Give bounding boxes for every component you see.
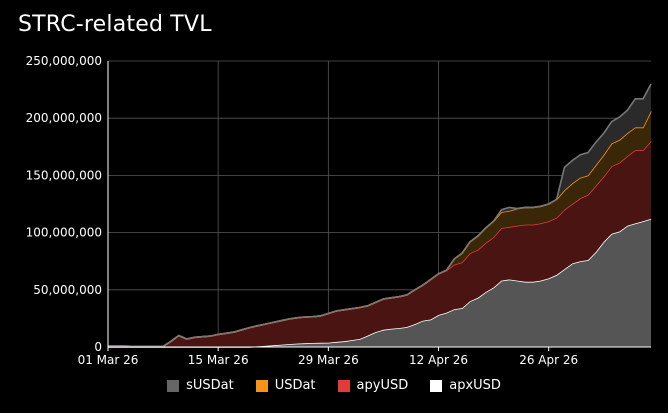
y-tick-label: 200,000,000 [26, 111, 102, 125]
legend-swatch [337, 379, 350, 392]
legend-item-sUSDat[interactable]: sUSDat [167, 378, 234, 393]
axes: 0 50,000,000 100,000,000 150,000,000 200,000… [26, 54, 651, 367]
x-tick-label: 26 Apr 26 [519, 353, 578, 367]
legend-item-apxUSD[interactable]: apxUSD [430, 378, 501, 393]
x-tick-label: 01 Mar 26 [78, 353, 139, 367]
x-tick-label: 15 Mar 26 [188, 353, 249, 367]
legend-item-apyUSD[interactable]: apyUSD [337, 378, 409, 393]
line-sUSDat [108, 83, 652, 348]
legend-swatch [255, 379, 268, 392]
y-tick-label: 50,000,000 [33, 283, 102, 297]
legend-swatch [167, 379, 180, 392]
area-apxUSD [108, 218, 651, 347]
y-tick-label: 0 [94, 340, 102, 354]
y-tick-label: 100,000,000 [26, 226, 102, 240]
chart-title: STRC-related TVL [18, 12, 212, 37]
legend-label: USDat [274, 378, 316, 393]
y-tick-label: 250,000,000 [26, 54, 102, 68]
legend-label: sUSDat [186, 378, 234, 393]
legend-swatch [430, 379, 443, 392]
legend: sUSDat USDat apyUSD apxUSD [0, 378, 668, 393]
legend-label: apyUSD [356, 378, 409, 393]
legend-item-USDat[interactable]: USDat [255, 378, 316, 393]
x-tick-label: 29 Mar 26 [298, 353, 359, 367]
x-tick-label: 12 Apr 26 [409, 353, 468, 367]
legend-label: apxUSD [449, 378, 501, 393]
area-apyUSD [108, 141, 651, 347]
y-tick-label: 150,000,000 [26, 168, 102, 182]
